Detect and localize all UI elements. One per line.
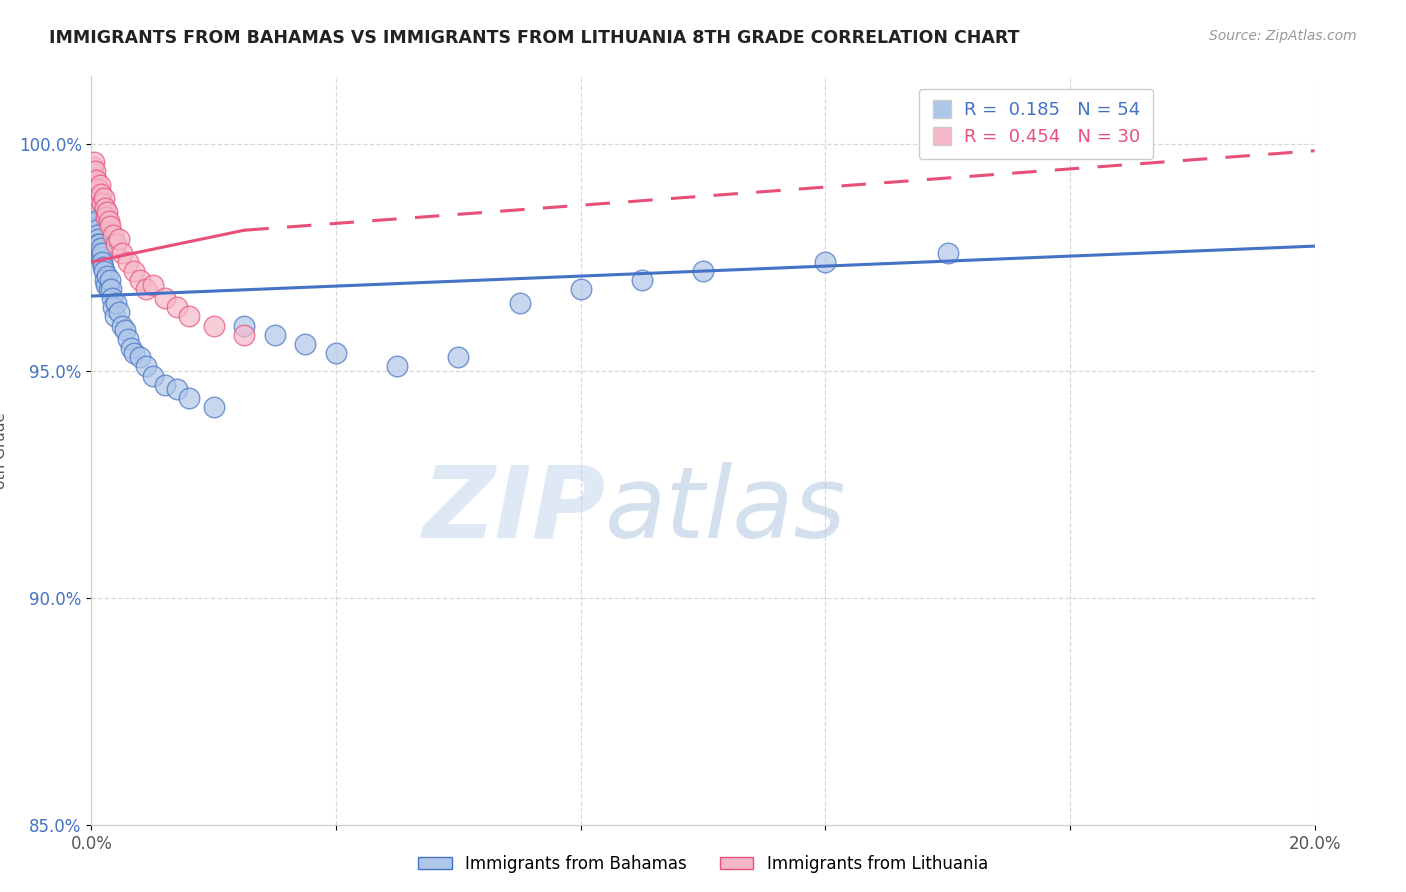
- Point: [233, 327, 256, 342]
- Point: [90, 186, 112, 201]
- Point: [91, 196, 114, 211]
- Point: [94, 201, 117, 215]
- Point: [179, 391, 201, 405]
- Point: [117, 332, 139, 346]
- Point: [104, 310, 127, 324]
- Point: [179, 310, 201, 324]
- Point: [129, 273, 152, 287]
- Point: [94, 273, 117, 287]
- Point: [202, 318, 225, 333]
- Point: [84, 214, 107, 228]
- Point: [129, 351, 152, 365]
- Point: [104, 296, 127, 310]
- Point: [385, 359, 409, 374]
- Point: [86, 232, 108, 246]
- Point: [153, 291, 176, 305]
- Point: [325, 346, 347, 360]
- Point: [166, 382, 188, 396]
- Point: [569, 282, 592, 296]
- Legend: Immigrants from Bahamas, Immigrants from Lithuania: Immigrants from Bahamas, Immigrants from…: [412, 848, 994, 880]
- Point: [90, 241, 112, 255]
- Point: [82, 219, 104, 233]
- Legend: R =  0.185   N = 54, R =  0.454   N = 30: R = 0.185 N = 54, R = 0.454 N = 30: [918, 88, 1153, 159]
- Point: [153, 377, 176, 392]
- Point: [97, 282, 120, 296]
- Point: [509, 296, 531, 310]
- Point: [141, 368, 163, 383]
- Point: [101, 291, 124, 305]
- Point: [294, 336, 316, 351]
- Point: [135, 359, 157, 374]
- Point: [264, 327, 287, 342]
- Text: ZIP: ZIP: [422, 462, 605, 559]
- Point: [94, 277, 117, 292]
- Point: [114, 323, 136, 337]
- Point: [84, 223, 107, 237]
- Point: [86, 182, 108, 196]
- Point: [87, 236, 110, 251]
- Point: [98, 219, 121, 233]
- Point: [103, 301, 125, 315]
- Point: [1059, 136, 1081, 151]
- Point: [93, 264, 115, 278]
- Point: [84, 196, 107, 211]
- Point: [98, 273, 121, 287]
- Point: [89, 236, 111, 251]
- Point: [100, 282, 122, 296]
- Point: [84, 173, 107, 187]
- Point: [111, 318, 134, 333]
- Point: [83, 155, 105, 169]
- Point: [120, 341, 142, 355]
- Point: [96, 268, 118, 283]
- Point: [141, 277, 163, 292]
- Point: [202, 401, 225, 415]
- Point: [814, 255, 837, 269]
- Point: [233, 318, 256, 333]
- Point: [447, 351, 470, 365]
- Point: [82, 160, 104, 174]
- Text: IMMIGRANTS FROM BAHAMAS VS IMMIGRANTS FROM LITHUANIA 8TH GRADE CORRELATION CHART: IMMIGRANTS FROM BAHAMAS VS IMMIGRANTS FR…: [49, 29, 1019, 46]
- Point: [135, 282, 157, 296]
- Point: [89, 246, 111, 260]
- Point: [83, 201, 105, 215]
- Point: [166, 301, 188, 315]
- Point: [111, 246, 134, 260]
- Point: [97, 214, 120, 228]
- Point: [104, 236, 127, 251]
- Point: [108, 305, 131, 319]
- Point: [91, 255, 114, 269]
- Point: [108, 232, 131, 246]
- Point: [90, 251, 112, 265]
- Point: [89, 178, 111, 192]
- Point: [86, 227, 108, 242]
- Point: [87, 191, 110, 205]
- Point: [93, 191, 115, 205]
- Point: [94, 210, 117, 224]
- Point: [87, 241, 110, 255]
- Point: [122, 264, 145, 278]
- Point: [82, 205, 104, 219]
- Point: [96, 205, 118, 219]
- Point: [631, 273, 654, 287]
- Y-axis label: 8th Grade: 8th Grade: [0, 412, 7, 489]
- Text: atlas: atlas: [605, 462, 846, 559]
- Point: [90, 246, 112, 260]
- Point: [117, 255, 139, 269]
- Text: Source: ZipAtlas.com: Source: ZipAtlas.com: [1209, 29, 1357, 43]
- Point: [91, 260, 114, 274]
- Point: [692, 264, 714, 278]
- Point: [936, 246, 959, 260]
- Point: [83, 210, 105, 224]
- Point: [84, 164, 107, 178]
- Point: [101, 227, 124, 242]
- Point: [122, 346, 145, 360]
